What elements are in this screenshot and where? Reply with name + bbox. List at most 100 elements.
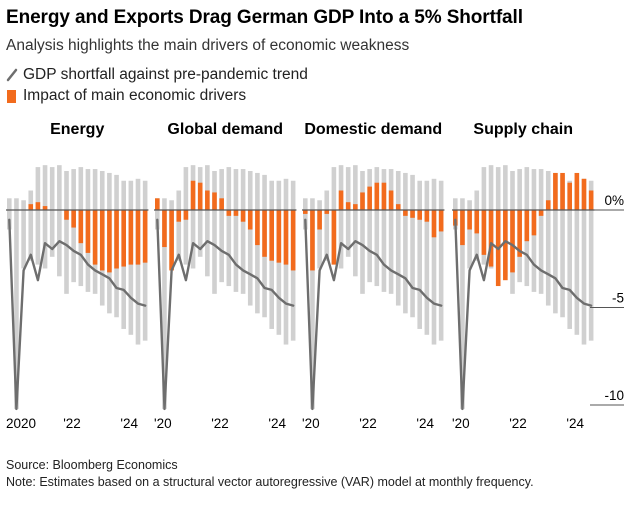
other-factors-bar: [121, 180, 126, 210]
driver-bar: [255, 210, 260, 246]
other-factors-bar: [410, 210, 415, 318]
driver-bar: [169, 210, 174, 271]
small-multiples-chart: Energy 2020 '22 '24 Global demand '20 '22 '24 Do…: [6, 121, 624, 431]
gdp-shortfall-line: [454, 218, 593, 411]
other-factors-bar: [524, 210, 530, 287]
x-tick-label: '24: [120, 416, 138, 431]
other-factors-bar: [495, 167, 501, 210]
panel-title: Supply chain: [473, 121, 573, 138]
other-factors-bar: [107, 172, 112, 210]
other-factors-bar: [431, 178, 437, 210]
chart-subtitle: Analysis highlights the main drivers of …: [6, 37, 410, 54]
driver-bar: [338, 190, 344, 210]
driver-bar: [176, 210, 182, 222]
other-factors-bar: [142, 180, 148, 210]
driver-bar: [107, 210, 112, 273]
other-factors-bar: [524, 167, 530, 210]
other-factors-bar: [169, 200, 174, 210]
driver-bar: [212, 192, 217, 210]
driver-bar: [262, 210, 267, 257]
other-factors-bar: [403, 210, 408, 314]
other-factors-bar: [49, 210, 55, 257]
driver-bar: [78, 210, 84, 244]
other-factors-bar: [135, 178, 141, 210]
other-factors-bar: [574, 210, 580, 335]
driver-bar: [183, 210, 189, 220]
other-factors-bar: [331, 167, 337, 210]
other-factors-bar: [176, 190, 182, 210]
other-factors-bar: [545, 171, 551, 210]
other-factors-bar: [353, 165, 358, 210]
other-factors-bar: [21, 210, 26, 269]
driver-bar: [99, 210, 105, 271]
driver-bar: [367, 186, 372, 210]
other-factors-bar: [310, 198, 315, 210]
driver-bar: [553, 172, 558, 210]
driver-bar: [155, 198, 160, 210]
other-factors-bar: [303, 198, 308, 210]
driver-bar: [269, 210, 274, 261]
driver-bar: [403, 210, 408, 216]
other-factors-bar: [424, 210, 430, 335]
other-factors-bar: [176, 210, 182, 261]
other-factors-bar: [92, 169, 98, 210]
driver-bar: [310, 210, 315, 271]
other-factors-bar: [226, 167, 232, 210]
driver-bar: [205, 190, 210, 210]
other-factors-bar: [78, 167, 84, 210]
x-tick-label: '24: [416, 416, 434, 431]
other-factors-bar: [183, 210, 189, 265]
x-tick-label: '22: [211, 416, 229, 431]
driver-bar: [388, 190, 394, 210]
other-factors-bar: [410, 174, 415, 210]
other-factors-bar: [374, 210, 380, 287]
driver-bar: [240, 210, 246, 222]
other-factors-bar: [290, 210, 296, 341]
other-factors-bar: [219, 169, 224, 210]
other-factors-bar: [567, 210, 572, 329]
driver-bar: [503, 210, 508, 281]
other-factors-bar: [338, 165, 344, 210]
other-factors-bar: [581, 210, 587, 345]
other-factors-bar: [7, 198, 12, 210]
other-factors-bar: [269, 210, 274, 329]
other-factors-bar: [538, 169, 544, 210]
driver-bar: [353, 204, 358, 210]
other-factors-bar: [388, 169, 394, 210]
other-factors-bar: [467, 200, 472, 210]
driver-bar: [588, 190, 594, 210]
other-factors-bar: [510, 171, 515, 210]
other-factors-bar: [14, 210, 19, 409]
other-factors-bar: [403, 172, 408, 210]
other-factors-bar: [233, 169, 239, 210]
other-factors-bar: [85, 169, 91, 210]
driver-bar: [538, 210, 544, 216]
legend-item-driver-bar: Impact of main economic drivers: [6, 86, 246, 106]
legend-bar-label: Impact of main economic drivers: [23, 87, 247, 104]
other-factors-bar: [57, 210, 62, 277]
driver-bar: [474, 210, 480, 234]
other-factors-bar: [247, 171, 253, 210]
other-factors-bar: [99, 171, 105, 210]
driver-bar: [424, 210, 430, 222]
driver-bar: [247, 210, 253, 230]
other-factors-bar: [212, 171, 217, 210]
driver-bar: [453, 210, 458, 226]
y-tick-label: -10: [604, 388, 624, 403]
other-factors-bar: [460, 210, 465, 409]
other-factors-bar: [64, 171, 69, 210]
driver-bar: [226, 210, 232, 216]
x-tick-label: '24: [268, 416, 286, 431]
other-factors-bar: [283, 178, 289, 210]
other-factors-bar: [367, 210, 372, 283]
driver-bar: [431, 210, 437, 238]
other-factors-bar: [255, 172, 260, 210]
driver-bar: [92, 210, 98, 265]
other-factors-bar: [183, 167, 189, 210]
other-factors-bar: [205, 165, 210, 210]
other-factors-bar: [417, 210, 422, 329]
other-factors-bar: [517, 169, 522, 210]
other-factors-bar: [276, 180, 282, 210]
other-factors-bar: [262, 210, 267, 318]
other-factors-bar: [545, 210, 551, 306]
